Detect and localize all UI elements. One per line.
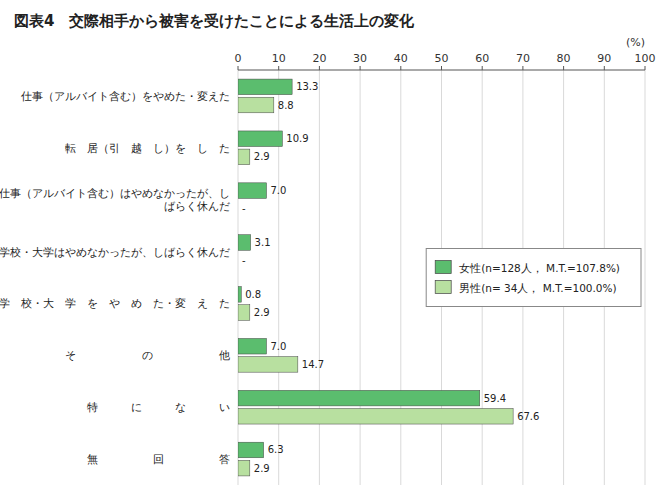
bar — [238, 149, 250, 165]
category-label-line: ばらく休んだ — [164, 200, 230, 212]
bar — [238, 183, 266, 199]
chart: 図表4 交際相手から被害を受けたことによる生活上の変化 0 10 20 30 40 50 60… — [0, 0, 670, 498]
tick-label: 70 — [516, 52, 530, 65]
category-label: 学校・大学はやめなかったが、しばらく休んだ — [0, 246, 230, 258]
grid-line — [645, 70, 646, 485]
tick-mark — [278, 66, 279, 70]
tick-mark — [400, 66, 401, 70]
category-label: 学 校・大 学 を や め た・変 え た — [0, 297, 230, 309]
bar — [238, 390, 480, 406]
tick-label: 50 — [435, 52, 449, 65]
tick-mark — [645, 66, 646, 70]
tick-label: 0 — [235, 52, 242, 65]
legend-swatch — [435, 261, 451, 274]
data-label: 2.9 — [254, 463, 270, 474]
tick-label: 100 — [635, 52, 656, 65]
legend: 女性(n=128人， M.T.=107.8%) 男性(n= 34人， M.T.=1… — [426, 249, 641, 307]
legend-swatch — [435, 281, 451, 294]
data-label: 59.4 — [484, 393, 506, 404]
tick-mark — [360, 66, 361, 70]
data-label: 2.9 — [254, 151, 270, 162]
legend-entry: 男性(n= 34人， M.T.=100.0%) — [459, 282, 616, 294]
axis-label: (%) — [626, 36, 645, 49]
legend-box — [426, 249, 641, 307]
legend-entry: 女性(n=128人， M.T.=107.8%) — [459, 262, 620, 274]
category-label-line: 無 回 答 — [87, 453, 230, 465]
bar — [238, 305, 250, 321]
category-label-line: 学 校・大 学 を や め た・変 え た — [0, 297, 230, 309]
data-label: 7.0 — [270, 185, 286, 196]
bar — [238, 460, 250, 476]
category-label-line: 仕事（アルバイト含む）をやめた・変えた — [21, 90, 230, 102]
category-label-line: 特 に な い — [87, 401, 230, 413]
bar — [238, 235, 251, 251]
tick-mark — [604, 66, 605, 70]
data-label: 8.8 — [278, 100, 294, 111]
category-label: 仕事（アルバイト含む）をやめた・変えた — [21, 90, 230, 102]
bar — [238, 79, 292, 95]
bar — [238, 287, 241, 303]
tick-label: 90 — [597, 52, 611, 65]
category-label-line: 転 居（引 越 し）を し た — [65, 142, 230, 154]
bar — [238, 357, 298, 373]
tick-mark — [563, 66, 564, 70]
tick-mark — [441, 66, 442, 70]
tick-label: 80 — [557, 52, 571, 65]
title: 図表4 交際相手から被害を受けたことによる生活上の変化 — [14, 12, 415, 30]
bar — [238, 97, 274, 113]
category-label-line: そ の 他 — [65, 349, 230, 361]
tick-label: 60 — [475, 52, 489, 65]
tick-mark — [319, 66, 320, 70]
data-label: 6.3 — [268, 444, 284, 455]
data-label: 10.9 — [286, 133, 308, 144]
bar — [238, 131, 282, 147]
tick-label: 40 — [394, 52, 408, 65]
bar — [238, 201, 239, 217]
data-label: 14.7 — [302, 359, 324, 370]
data-label: 7.0 — [270, 341, 286, 352]
tick-mark — [238, 66, 239, 70]
tick-label: 10 — [272, 52, 286, 65]
bar — [238, 442, 264, 458]
data-label: 3.1 — [255, 237, 271, 248]
category-label: そ の 他 — [65, 349, 230, 361]
data-label: 0.8 — [245, 289, 261, 300]
tick-label: 20 — [312, 52, 326, 65]
data-label: 2.9 — [254, 307, 270, 318]
category-label: 転 居（引 越 し）を し た — [65, 142, 230, 154]
grid — [238, 70, 645, 485]
category-label-line: 学校・大学はやめなかったが、しばらく休んだ — [0, 246, 230, 258]
data-label: - — [242, 203, 246, 214]
bar — [238, 338, 266, 354]
bar — [238, 253, 239, 269]
data-label: 67.6 — [517, 411, 539, 422]
tick-mark — [482, 66, 483, 70]
tick-mark — [522, 66, 523, 70]
x-axis-line — [238, 70, 645, 71]
data-label: 13.3 — [296, 81, 318, 92]
bar — [238, 408, 513, 424]
category-label-line: 仕事（アルバイト含む）はやめなかったが、し — [0, 187, 230, 199]
category-label: 仕事（アルバイト含む）はやめなかったが、しばらく休んだ — [0, 187, 230, 212]
data-label: - — [242, 255, 246, 266]
tick-label: 30 — [353, 52, 367, 65]
category-label: 無 回 答 — [87, 453, 230, 465]
category-label: 特 に な い — [87, 401, 230, 413]
